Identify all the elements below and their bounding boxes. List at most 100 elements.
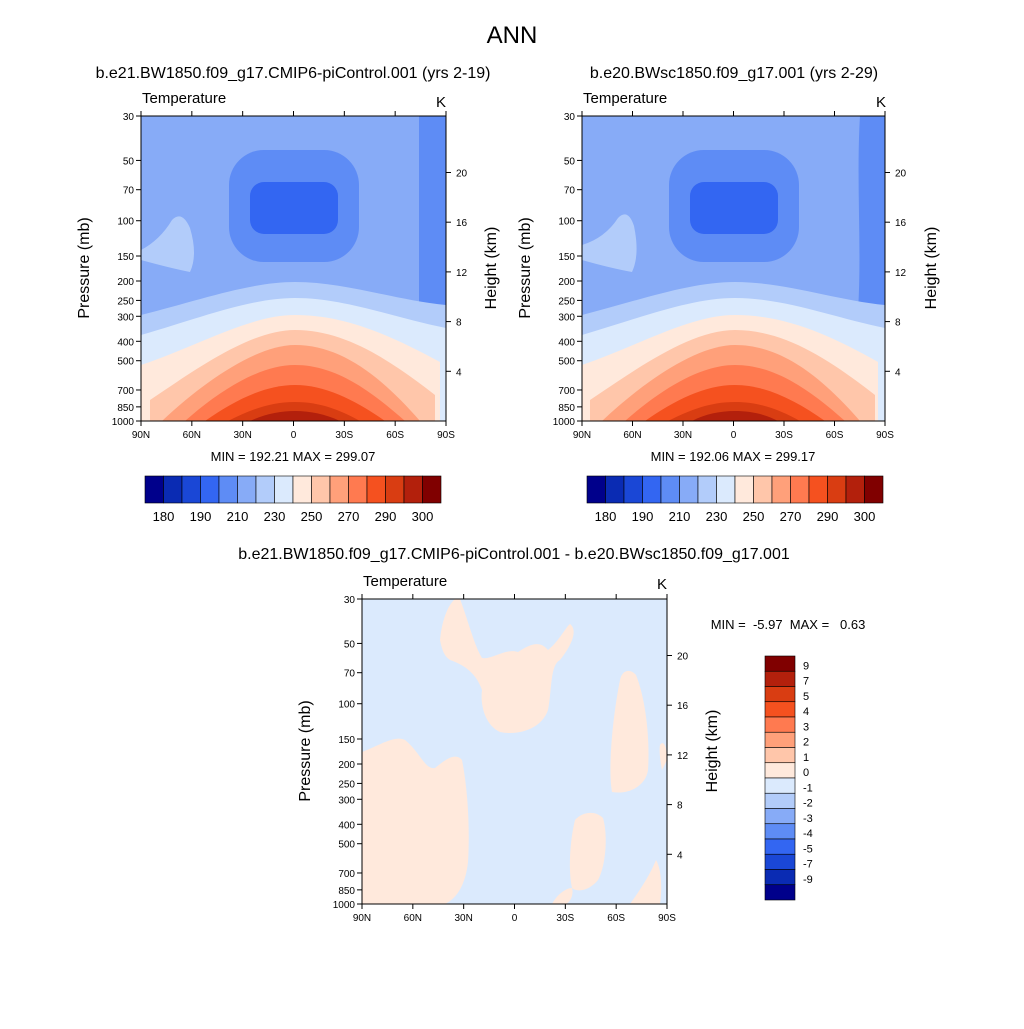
colorbar-swatch: [385, 475, 405, 504]
colorbar-swatch: [144, 475, 164, 504]
colorbar-label: 250: [301, 509, 323, 524]
colorbar-label: 300: [854, 509, 876, 524]
colorbar-label: 230: [264, 509, 286, 524]
colorbar-swatch: [808, 475, 828, 504]
panel-control-y2label: Height (km): [483, 227, 500, 310]
y-tick-label: 50: [344, 639, 356, 650]
x-tick-label: 90S: [876, 430, 894, 441]
colorbar-label: 210: [227, 509, 249, 524]
x-tick-label: 60N: [404, 913, 422, 924]
y2-tick-label: 4: [456, 367, 462, 378]
contour-fill: [630, 860, 662, 904]
colorbar-label: 190: [190, 509, 212, 524]
panel-case-axes: 305070100150200250300400500700850100090N…: [553, 111, 907, 441]
y-tick-label: 100: [558, 217, 575, 228]
panel-difference-variable: Temperature: [363, 573, 447, 590]
colorbar-swatch: [422, 475, 442, 504]
colorbar-swatch: [623, 475, 643, 504]
y-tick-label: 850: [558, 403, 575, 414]
y-tick-label: 250: [558, 296, 575, 307]
colorbar-swatch: [403, 475, 423, 504]
colorbar-swatch: [292, 475, 312, 504]
y-tick-label: 50: [564, 156, 576, 167]
y-tick-label: 100: [338, 700, 355, 711]
x-tick-label: 30N: [454, 913, 472, 924]
panel-control-axes: 305070100150200250300400500700850100090N…: [112, 111, 468, 441]
colorbar-label: 4: [803, 706, 809, 718]
y-tick-label: 400: [117, 337, 134, 348]
colorbar-label: -2: [803, 798, 813, 810]
x-tick-label: 0: [731, 430, 737, 441]
colorbar-label: 2: [803, 737, 809, 749]
colorbar-swatch: [864, 475, 884, 504]
colorbar-label: 290: [817, 509, 839, 524]
colorbar-label: 190: [632, 509, 654, 524]
colorbar-label: 270: [338, 509, 360, 524]
panel-difference-ylabel: Pressure (mb): [297, 700, 314, 801]
panel-control-variable: Temperature: [142, 90, 226, 107]
colorbar-label: -1: [803, 782, 813, 794]
colorbar-label: 3: [803, 721, 809, 733]
colorbar-label: 270: [780, 509, 802, 524]
x-tick-label: 30S: [775, 430, 793, 441]
y2-tick-label: 8: [895, 318, 901, 329]
colorbar-swatch: [771, 475, 791, 504]
x-tick-label: 60N: [623, 430, 641, 441]
y2-tick-label: 12: [895, 268, 907, 279]
contour-fill: [582, 214, 637, 272]
y-tick-label: 150: [117, 252, 134, 263]
contour-fill: [440, 599, 574, 734]
y-tick-label: 850: [117, 403, 134, 414]
panel-case-stats: MIN = 192.06 MAX = 299.17: [651, 449, 816, 464]
colorbar-swatch: [679, 475, 699, 504]
x-tick-label: 90N: [132, 430, 150, 441]
x-tick-label: 60S: [826, 430, 844, 441]
colorbar-swatch: [660, 475, 680, 504]
y-tick-label: 400: [338, 820, 355, 831]
colorbar-swatch: [200, 475, 220, 504]
x-tick-label: 0: [291, 430, 297, 441]
panel-case-contours: [582, 116, 885, 421]
contour-fill: [569, 812, 606, 891]
colorbar-swatch: [586, 475, 606, 504]
y-tick-label: 300: [338, 795, 355, 806]
colorbar-swatch: [734, 475, 754, 504]
x-tick-label: 90N: [573, 430, 591, 441]
colorbar-swatch: [764, 686, 796, 703]
contour-fill: [610, 670, 649, 793]
colorbar-swatch: [764, 670, 796, 687]
y-tick-label: 70: [123, 186, 135, 197]
colorbar-swatch: [827, 475, 847, 504]
y-tick-label: 250: [117, 296, 134, 307]
panel-case-y2label: Height (km): [923, 227, 940, 310]
x-tick-label: 60N: [183, 430, 201, 441]
y2-tick-label: 20: [895, 168, 907, 179]
y2-tick-label: 4: [677, 850, 683, 861]
colorbar-swatch: [764, 655, 796, 672]
colorbar-swatch: [697, 475, 717, 504]
colorbar-swatch: [605, 475, 625, 504]
panel-difference: b.e21.BW1850.f09_g17.CMIP6-piControl.001…: [238, 546, 865, 924]
colorbar-swatch: [845, 475, 865, 504]
colorbar-label: 180: [595, 509, 617, 524]
x-tick-label: 90N: [353, 913, 371, 924]
y-tick-label: 500: [338, 840, 355, 851]
colorbar-label: 1: [803, 752, 809, 764]
colorbar-swatch: [764, 731, 796, 748]
y-tick-label: 100: [117, 217, 134, 228]
y-tick-label: 500: [117, 357, 134, 368]
panel-control-contours: [141, 116, 446, 421]
colorbar-label: 290: [375, 509, 397, 524]
contour-fill: [690, 182, 778, 234]
contour-fill: [858, 116, 885, 311]
colorbar-swatch: [764, 777, 796, 794]
y-tick-label: 30: [564, 112, 576, 123]
y2-tick-label: 20: [677, 651, 689, 662]
colorbar-label: 250: [743, 509, 765, 524]
colorbar-swatch: [764, 869, 796, 886]
panel-difference-colorbar: 9 7 5 4 3 2 1 0 -1 -2 -3 -4 -5 -7 -9: [764, 655, 813, 901]
panel-difference-contours: [362, 599, 667, 904]
colorbar-swatch: [764, 853, 796, 870]
figure-title: ANN: [487, 22, 538, 49]
